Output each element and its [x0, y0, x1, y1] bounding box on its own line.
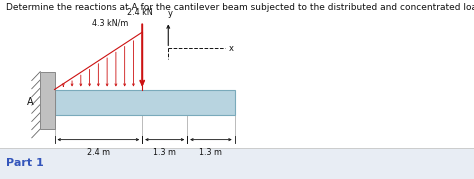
Bar [0, 148, 474, 179]
Bar [55, 90, 235, 115]
Text: Part 1: Part 1 [6, 158, 44, 168]
Text: A: A [27, 97, 34, 107]
Text: 2.4 kN: 2.4 kN [127, 8, 153, 17]
Text: x: x [229, 44, 234, 53]
Text: Determine the reactions at A for the cantilever beam subjected to the distribute: Determine the reactions at A for the can… [6, 3, 474, 12]
Text: y: y [168, 9, 173, 18]
Text: 4.3 kN/m: 4.3 kN/m [91, 19, 128, 28]
Text: 1.3 m: 1.3 m [200, 148, 222, 157]
Text: 1.3 m: 1.3 m [153, 148, 176, 157]
Bar [40, 72, 55, 129]
Text: 2.4 m: 2.4 m [87, 148, 110, 157]
